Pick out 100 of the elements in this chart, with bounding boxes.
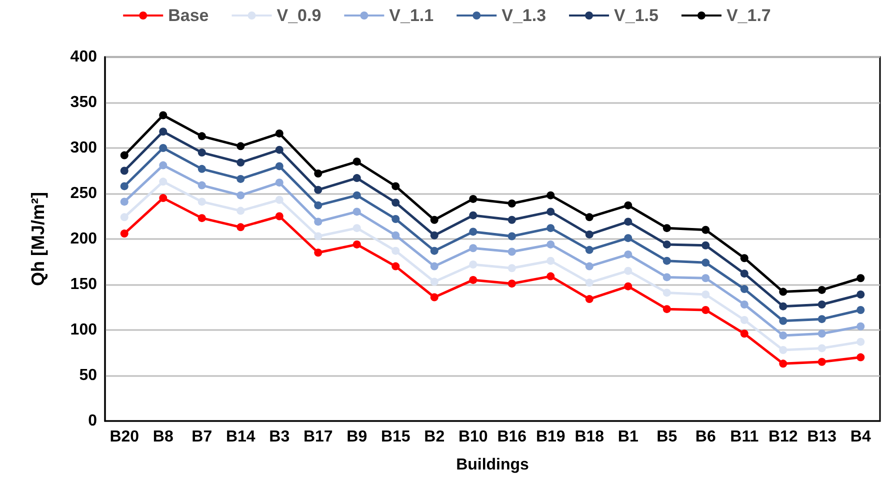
point [392, 214, 400, 223]
x-axis-title: Buildings [456, 456, 530, 474]
x-tick-label: B5 [656, 428, 678, 446]
point [779, 346, 788, 354]
x-tick-label: B18 [574, 428, 604, 446]
point [856, 353, 865, 362]
point [275, 196, 284, 204]
point [818, 300, 826, 309]
point [779, 360, 788, 368]
point [818, 315, 826, 324]
point [430, 293, 438, 302]
x-tick-label: B16 [497, 428, 527, 446]
legend-label: V_1.7 [726, 6, 771, 25]
point [275, 178, 284, 187]
legend-label: Base [168, 6, 209, 25]
x-tick-label: B10 [458, 428, 488, 446]
point [275, 212, 284, 220]
point [430, 216, 438, 224]
point [546, 256, 555, 265]
point [546, 224, 555, 232]
point [314, 169, 322, 178]
point [120, 166, 128, 175]
point [662, 240, 671, 248]
point [469, 228, 478, 236]
point [352, 208, 361, 216]
point [662, 288, 671, 297]
legend-label: V_0.9 [276, 6, 322, 25]
point [120, 230, 128, 238]
x-tick-label: B19 [536, 428, 566, 446]
x-tick-label: B2 [424, 428, 445, 446]
point [585, 295, 594, 304]
point [469, 194, 478, 203]
point [352, 224, 361, 232]
point [236, 174, 245, 183]
point [624, 201, 632, 210]
point [856, 306, 865, 314]
point [430, 231, 438, 240]
point [198, 181, 206, 190]
point [624, 282, 632, 290]
point [120, 151, 128, 160]
x-tick-label: B17 [303, 428, 333, 446]
point [275, 129, 284, 138]
x-tick-label: B4 [850, 428, 871, 446]
y-tick-label: 0 [88, 412, 98, 430]
y-axis-title: Qh [MJ/m²] [28, 192, 48, 286]
point [740, 285, 748, 294]
x-tick-label: B13 [807, 428, 837, 446]
legend-label: V_1.5 [614, 6, 658, 25]
x-tick-label: B7 [192, 428, 212, 446]
point [546, 272, 555, 280]
y-tick-label: 400 [70, 48, 98, 66]
x-tick-label: B20 [110, 428, 140, 446]
point [702, 290, 710, 299]
point [546, 208, 555, 216]
point [159, 144, 168, 152]
point [508, 280, 516, 288]
point [352, 240, 361, 248]
point [352, 191, 361, 200]
point [740, 300, 748, 309]
point [818, 286, 826, 294]
point [430, 278, 438, 286]
point [430, 246, 438, 255]
x-tick-label: B9 [346, 428, 368, 446]
point [469, 244, 478, 252]
x-tick-label: B15 [380, 428, 410, 446]
point [624, 218, 632, 226]
point [392, 182, 400, 190]
point [314, 201, 322, 210]
point [818, 330, 826, 338]
point [508, 200, 516, 208]
y-tick-label: 250 [70, 185, 98, 202]
point [275, 162, 284, 170]
point [314, 232, 322, 240]
point [818, 344, 826, 352]
point [740, 254, 748, 262]
point [508, 216, 516, 224]
point [314, 248, 322, 257]
point [159, 161, 168, 170]
point [352, 174, 361, 182]
point [702, 258, 710, 267]
point [662, 224, 671, 232]
point [198, 214, 206, 222]
y-tick-label: 150 [70, 276, 98, 293]
point [198, 164, 206, 173]
legend-label: V_1.1 [389, 6, 434, 25]
point [585, 246, 594, 254]
point [508, 264, 516, 272]
point [779, 302, 788, 310]
point [662, 305, 671, 314]
point [740, 330, 748, 338]
point [856, 274, 865, 282]
point [392, 198, 400, 207]
point [120, 213, 128, 222]
y-tick-label: 300 [70, 140, 98, 156]
point [779, 288, 788, 296]
point [546, 240, 555, 248]
point [392, 246, 400, 255]
point [392, 262, 400, 270]
x-tick-label: B3 [269, 428, 290, 446]
point [198, 198, 206, 206]
